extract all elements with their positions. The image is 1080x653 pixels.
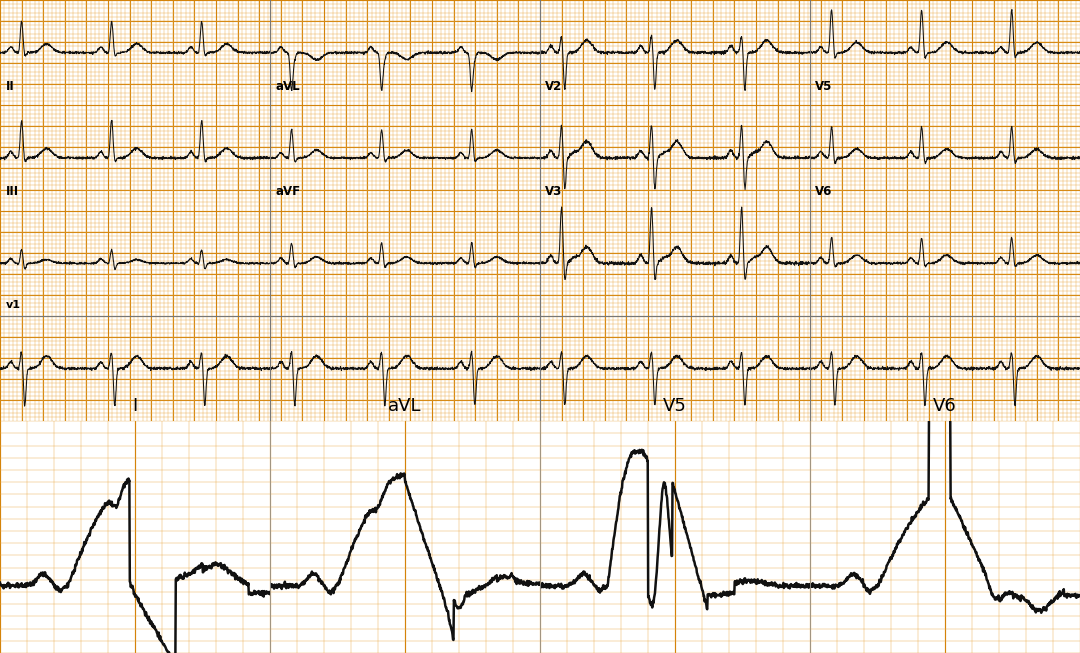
Text: II: II bbox=[5, 80, 14, 93]
Text: V5: V5 bbox=[663, 396, 687, 415]
Text: aVL: aVL bbox=[388, 396, 422, 415]
Text: V6: V6 bbox=[815, 185, 833, 199]
Text: V3: V3 bbox=[545, 185, 563, 199]
Text: V5: V5 bbox=[815, 80, 833, 93]
Text: V2: V2 bbox=[545, 80, 563, 93]
Text: aVL: aVL bbox=[275, 80, 300, 93]
Text: III: III bbox=[5, 185, 18, 199]
Text: V6: V6 bbox=[933, 396, 957, 415]
Text: aVF: aVF bbox=[275, 185, 300, 199]
Text: I: I bbox=[133, 396, 137, 415]
Text: v1: v1 bbox=[5, 300, 21, 310]
